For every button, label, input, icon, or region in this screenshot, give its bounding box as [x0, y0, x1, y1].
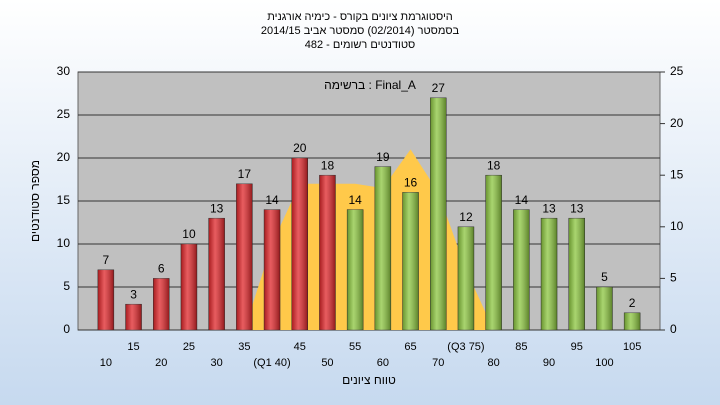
value-label: 12	[459, 210, 473, 224]
y-tick-label: 15	[57, 193, 71, 207]
x-axis-label: טווח ציונים	[342, 373, 396, 387]
bar-shade	[125, 304, 142, 330]
value-label: 6	[158, 262, 165, 276]
bar-shade	[264, 209, 281, 330]
bar-shade	[513, 209, 530, 330]
y-tick-label: 25	[57, 107, 71, 121]
title: היסטוגרמת ציונים בקורס - כימיה אורגנית	[267, 11, 453, 23]
y2-tick-label: 5	[670, 271, 677, 285]
y-tick-label: 10	[57, 236, 71, 250]
y-tick-label: 20	[57, 150, 71, 164]
y2-tick-label: 10	[670, 219, 684, 233]
value-label: 2	[629, 296, 636, 310]
value-label: 20	[293, 141, 307, 155]
y2-tick-label: 15	[670, 167, 684, 181]
x-tick-label: 35	[238, 341, 250, 353]
bar-shade	[541, 218, 558, 330]
bar-shade	[291, 158, 308, 330]
x-tick-label: 80	[488, 357, 500, 369]
bar-shade	[568, 218, 585, 330]
y-tick-label: 5	[63, 279, 70, 293]
x-tick-label: 15	[127, 341, 139, 353]
bar-shade	[319, 175, 336, 330]
x-tick-label: 65	[404, 341, 416, 353]
value-label: 13	[570, 201, 584, 215]
x-tick-label: 20	[155, 357, 167, 369]
value-label: 7	[103, 253, 110, 267]
value-label: 14	[515, 193, 529, 207]
value-label: 14	[265, 193, 279, 207]
y-tick-label: 0	[63, 322, 70, 336]
value-label: 5	[601, 270, 608, 284]
bar-shade	[208, 218, 225, 330]
x-tick-label: 85	[515, 341, 527, 353]
x-tick-label: 70	[432, 357, 444, 369]
bar-shade	[430, 97, 447, 330]
value-label: 16	[404, 176, 418, 190]
x-tick-label: 60	[377, 357, 389, 369]
x-tick-label: 55	[349, 341, 361, 353]
title: בסמסטר (02/2014) סמסטר אביב 2014/15	[261, 25, 460, 37]
x-tick-label: (Q1 40)	[253, 357, 290, 369]
y2-tick-label: 0	[670, 322, 677, 336]
x-tick-label: 105	[623, 341, 641, 353]
title: 482 - סטודנטים רשומים	[305, 39, 416, 51]
bar-shade	[457, 226, 474, 330]
bar-shade	[485, 175, 502, 330]
annotation: ברשימה : Final_A	[324, 78, 416, 92]
value-label: 13	[210, 201, 224, 215]
bar-shade	[236, 183, 253, 330]
y-axis-label: מספר סטודנטים	[28, 160, 42, 242]
x-tick-label: 50	[321, 357, 333, 369]
x-tick-label: (Q3 75)	[447, 341, 484, 353]
value-label: 18	[321, 158, 335, 172]
bar-shade	[374, 166, 391, 330]
value-label: 14	[348, 193, 362, 207]
value-label: 13	[542, 201, 556, 215]
value-label: 17	[238, 167, 252, 181]
bar-shade	[596, 287, 613, 330]
value-label: 3	[130, 287, 137, 301]
value-label: 19	[376, 150, 390, 164]
x-tick-label: 30	[211, 357, 223, 369]
value-label: 27	[432, 81, 446, 95]
x-tick-label: 25	[183, 341, 195, 353]
x-tick-label: 95	[571, 341, 583, 353]
y2-tick-label: 25	[670, 64, 684, 78]
y2-tick-label: 20	[670, 116, 684, 130]
bar-shade	[402, 192, 419, 330]
bar-shade	[347, 209, 364, 330]
value-label: 18	[487, 158, 501, 172]
x-tick-label: 45	[294, 341, 306, 353]
x-tick-label: 100	[595, 357, 613, 369]
x-tick-label: 90	[543, 357, 555, 369]
y-tick-label: 30	[57, 64, 71, 78]
x-tick-label: 10	[100, 357, 112, 369]
bar-shade	[180, 244, 197, 330]
bar-shade	[97, 269, 114, 330]
bar-shade	[153, 278, 170, 330]
value-label: 10	[182, 227, 196, 241]
bar-shade	[624, 312, 641, 330]
